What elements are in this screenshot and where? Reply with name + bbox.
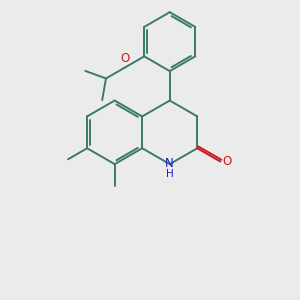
Text: N: N [165, 157, 174, 170]
Text: O: O [222, 155, 231, 168]
Text: H: H [166, 169, 174, 178]
Text: O: O [121, 52, 130, 65]
